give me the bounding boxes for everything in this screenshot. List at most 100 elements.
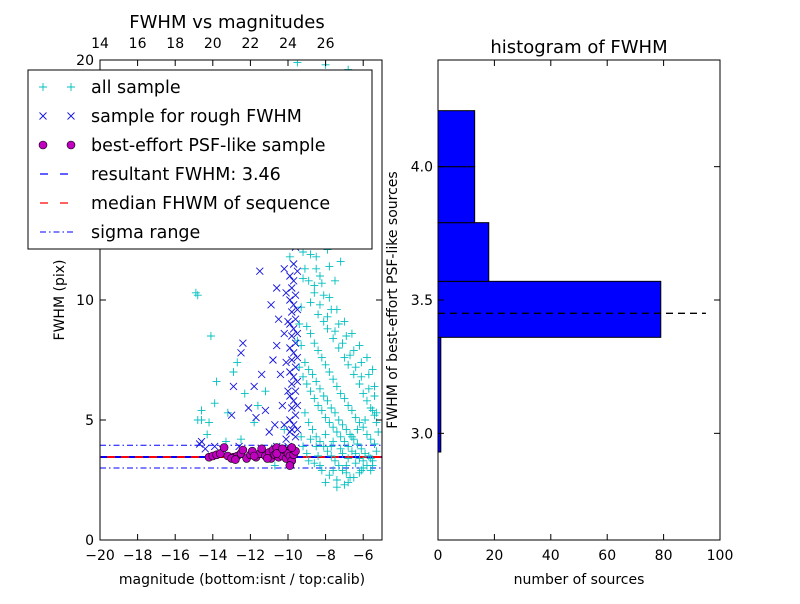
histogram-title: histogram of FWHM	[490, 37, 667, 58]
point-plus	[304, 365, 313, 374]
point-plus	[370, 382, 379, 391]
point-x	[289, 276, 298, 285]
point-plus	[331, 276, 339, 285]
point-x	[286, 416, 294, 424]
point-x	[257, 370, 266, 379]
point-plus	[351, 449, 360, 458]
point-plus	[355, 468, 364, 477]
point-x	[280, 329, 289, 338]
point-plus	[312, 432, 321, 441]
point-x	[280, 264, 289, 273]
top-x-tick-label: 20	[204, 36, 222, 52]
point-plus	[295, 320, 304, 328]
point-x	[286, 296, 294, 304]
point-plus	[342, 425, 351, 434]
point-plus	[351, 413, 360, 422]
point-plus	[317, 406, 326, 415]
point-plus	[331, 327, 339, 336]
point-x	[282, 435, 290, 444]
point-x	[239, 339, 247, 348]
point-plus	[372, 447, 381, 456]
point-plus	[334, 344, 343, 352]
point-plus	[312, 264, 321, 273]
point-plus	[332, 483, 341, 492]
point-circle	[38, 140, 48, 150]
point-circle	[278, 444, 287, 454]
histogram-y-label: FWHM of best-effort PSF-like sources	[385, 171, 401, 428]
y-tick-label: 0	[85, 533, 94, 549]
hist-y-tick-label: 3.5	[411, 293, 433, 309]
point-plus	[344, 478, 353, 487]
point-x	[291, 291, 300, 300]
x-tick-label: −16	[160, 548, 190, 564]
point-plus	[372, 408, 381, 417]
legend-box	[27, 69, 373, 250]
point-x	[293, 329, 302, 338]
point-plus	[317, 466, 326, 475]
point-x	[291, 339, 300, 348]
histogram-bars	[438, 110, 662, 453]
point-plus	[349, 346, 358, 355]
point-plus	[349, 435, 358, 444]
point-x	[227, 411, 236, 420]
point-plus	[329, 466, 338, 475]
hist-x-tick-label: 0	[434, 548, 443, 564]
point-plus	[302, 380, 311, 388]
point-x	[195, 440, 204, 448]
point-plus	[336, 432, 345, 441]
point-plus	[302, 322, 311, 331]
point-plus	[364, 384, 373, 393]
top-x-tick-label: 22	[241, 36, 259, 52]
series-all-sample	[191, 60, 382, 492]
point-plus	[306, 387, 315, 396]
point-circle	[66, 140, 76, 150]
point-plus	[312, 442, 321, 451]
point-x	[287, 404, 296, 412]
histogram-panel: 0 20 40 60 80 100 3.0 3.5 4.0 histogram of FWHM…	[385, 37, 733, 588]
point-plus	[314, 452, 323, 460]
point-plus	[361, 416, 370, 424]
histogram-bar	[438, 280, 662, 338]
point-plus	[323, 396, 332, 405]
hist-x-tick-label: 100	[707, 548, 734, 564]
legend-entry: median FHWM of sequence	[40, 194, 330, 214]
scatter-title: FWHM vs magnitudes	[129, 12, 324, 33]
point-plus	[314, 310, 323, 319]
point-x	[287, 308, 296, 316]
point-plus	[327, 442, 336, 451]
point-x	[289, 420, 298, 429]
point-plus	[319, 291, 328, 300]
point-plus	[193, 416, 202, 424]
point-plus	[359, 464, 368, 472]
x-tick-label: −10	[273, 548, 303, 564]
hist-y-axis-ticks: 3.0 3.5 4.0	[411, 160, 720, 442]
point-plus	[364, 452, 373, 460]
point-plus	[357, 358, 366, 367]
point-plus	[323, 447, 332, 456]
x-tick-label: −8	[315, 548, 336, 564]
point-plus	[205, 418, 214, 427]
point-plus	[39, 83, 47, 91]
point-plus	[331, 456, 339, 465]
x-tick-label: −12	[236, 548, 266, 564]
scatter-x-label: magnitude (bottom:isnt / top:calib)	[119, 572, 365, 588]
point-plus	[334, 461, 343, 470]
point-plus	[368, 461, 377, 470]
point-plus	[193, 291, 202, 300]
top-x-tick-label: 18	[166, 36, 184, 52]
top-x-tick-label: 14	[91, 36, 109, 52]
point-plus	[321, 430, 330, 439]
point-x	[267, 300, 275, 309]
point-plus	[299, 274, 308, 283]
x-tick-label: −20	[85, 548, 115, 564]
point-x	[67, 112, 75, 120]
point-circle	[263, 454, 272, 463]
point-plus	[306, 298, 315, 307]
point-x	[244, 404, 253, 412]
histogram-x-label: number of sources	[514, 572, 645, 588]
point-plus	[336, 389, 345, 398]
point-plus	[315, 384, 324, 393]
point-plus	[357, 372, 366, 381]
hist-x-tick-label: 60	[598, 548, 616, 564]
legend-label: sample for rough FWHM	[91, 107, 302, 127]
